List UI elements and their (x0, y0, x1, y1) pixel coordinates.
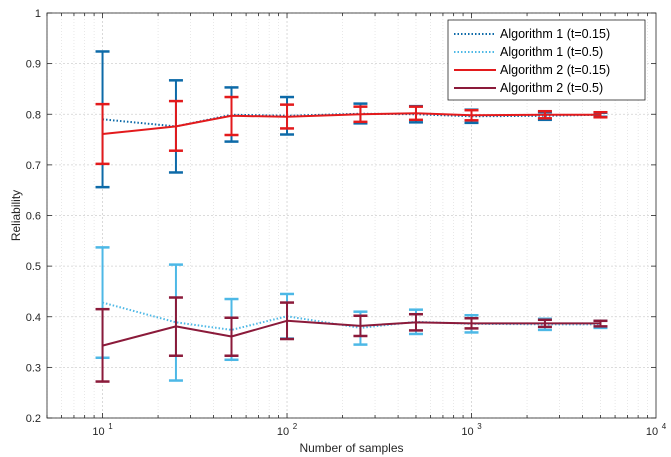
legend-item: Algorithm 2 (t=0.15) (454, 63, 610, 77)
series-line (102, 112, 601, 135)
y-tick-label: 0.9 (26, 59, 41, 71)
series-group (95, 50, 608, 383)
legend-item: Algorithm 2 (t=0.5) (454, 81, 603, 95)
x-tick-label: 10 (646, 426, 658, 438)
y-axis-label: Reliability (9, 190, 23, 241)
legend-label: Algorithm 1 (t=0.5) (500, 45, 603, 59)
y-tick-label: 0.5 (26, 261, 41, 273)
x-tick-label: 10 (92, 426, 104, 438)
legend-box (447, 19, 646, 101)
y-tick-label: 0.6 (26, 211, 41, 223)
x-tick-exponent: 4 (662, 422, 667, 431)
y-tick-label: 0.8 (26, 109, 41, 121)
legend-item: Algorithm 1 (t=0.5) (454, 45, 603, 59)
series-4 (95, 296, 608, 383)
x-axis-label: Number of samples (299, 441, 403, 455)
x-tick-label: 10 (461, 426, 473, 438)
legend-label: Algorithm 2 (t=0.5) (500, 81, 603, 95)
y-tick-label: 0.7 (26, 160, 41, 172)
x-tick-exponent: 2 (293, 422, 298, 431)
series-line (102, 319, 601, 347)
legend-label: Algorithm 1 (t=0.15) (500, 27, 610, 41)
y-tick-label: 0.3 (26, 362, 41, 374)
x-tick-label: 10 (277, 426, 289, 438)
legend-item: Algorithm 1 (t=0.15) (454, 27, 610, 41)
legend-label: Algorithm 2 (t=0.15) (500, 63, 610, 77)
axis-ticks (46, 12, 656, 419)
y-tick-label: 0.4 (26, 312, 41, 324)
x-tick-exponent: 1 (108, 422, 113, 431)
y-tick-label: 1 (35, 8, 41, 20)
y-tick-label: 0.2 (26, 413, 41, 425)
series-3 (95, 95, 608, 166)
legend: Algorithm 1 (t=0.15) Algorithm 1 (t=0.5) A… (447, 19, 646, 101)
x-tick-exponent: 3 (477, 422, 482, 431)
